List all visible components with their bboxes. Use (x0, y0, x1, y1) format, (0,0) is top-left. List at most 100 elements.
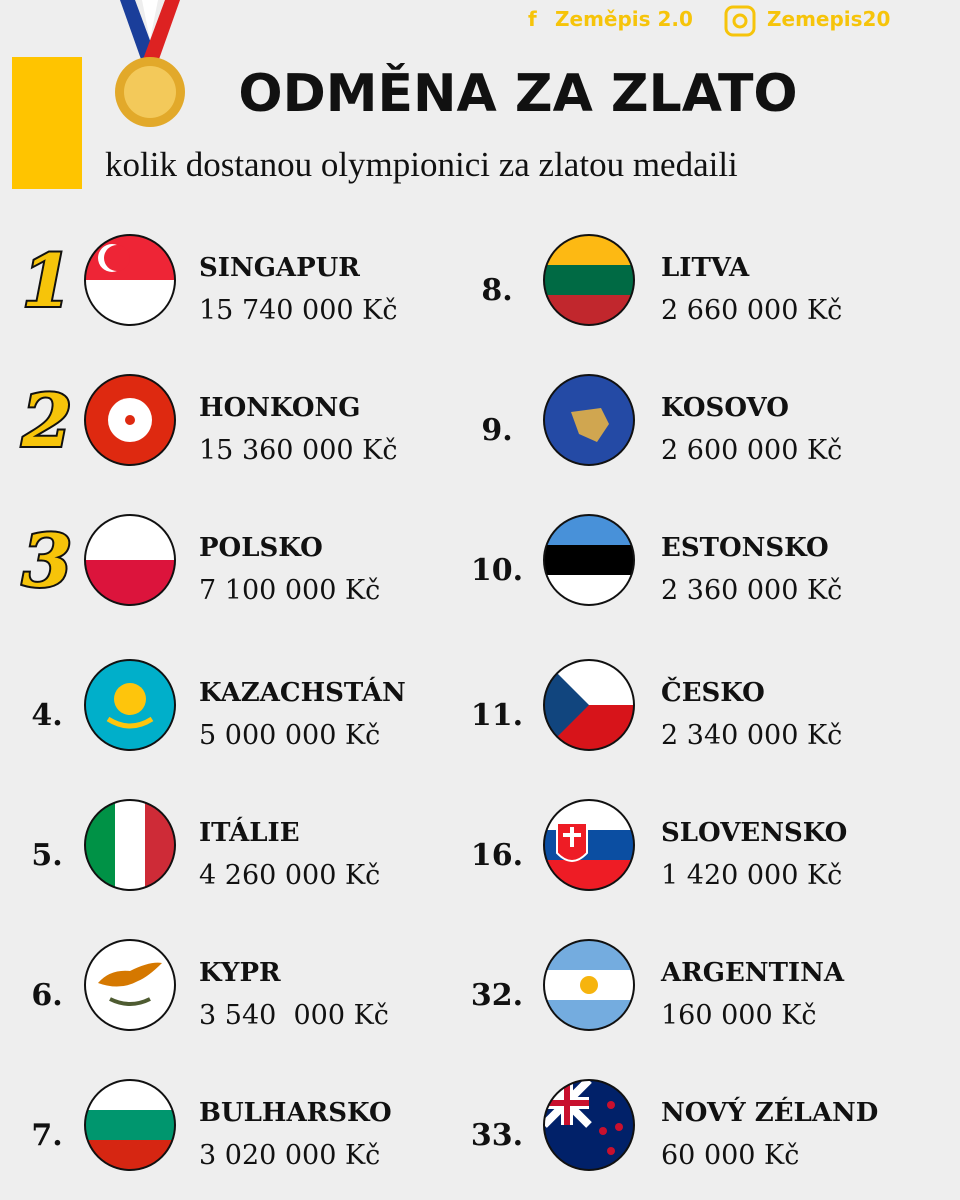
rank: 32. (471, 978, 523, 1013)
flag (544, 375, 634, 465)
rank: 4. (31, 698, 62, 733)
flag (544, 1080, 634, 1170)
facebook-icon: f (528, 7, 537, 31)
country-name: LITVA (661, 253, 750, 283)
flag-part (544, 660, 589, 750)
country-name: SLOVENSKO (661, 818, 847, 848)
reward-amount: 3 540 000 Kč (199, 1000, 389, 1031)
country-name: KOSOVO (661, 393, 789, 423)
country-name: BULHARSKO (199, 1098, 392, 1128)
reward-amount: 4 260 000 Kč (199, 860, 380, 891)
flag-border (543, 939, 635, 1031)
flag-border (543, 799, 635, 891)
entry: 6. KYPR 3 540 000 Kč (31, 939, 389, 1031)
country-name: SINGAPUR (199, 253, 360, 283)
flag-part (109, 997, 151, 1006)
reward-amount: 60 000 Kč (661, 1140, 799, 1171)
reward-amount: 2 360 000 Kč (661, 575, 842, 606)
rank: 33. (471, 1118, 523, 1153)
flag-part (571, 408, 609, 442)
flag-border (84, 659, 176, 751)
reward-amount: 2 660 000 Kč (661, 295, 842, 326)
country-name: NOVÝ ZÉLAND (661, 1096, 878, 1128)
instagram-icon (724, 5, 756, 37)
entry: 4. KAZACHSTÁN 5 000 000 Kč (31, 659, 406, 751)
country-name: POLSKO (199, 533, 323, 563)
flag-part (544, 1080, 589, 1125)
flag (85, 660, 175, 750)
flag-border (543, 1079, 635, 1171)
country-name: ARGENTINA (660, 958, 845, 988)
rank-badge: 1 (22, 238, 72, 323)
flag-border (84, 514, 176, 606)
country-name: ČESKO (661, 676, 765, 708)
flag-border (84, 1079, 176, 1171)
country-name: KAZACHSTÁN (199, 676, 406, 708)
rank: 11. (471, 698, 523, 733)
flag-part (607, 1101, 615, 1109)
entry: 11. ČESKO 2 340 000 Kč (471, 659, 842, 751)
flag-part (114, 683, 146, 715)
flag-border (84, 374, 176, 466)
reward-amount: 7 100 000 Kč (199, 575, 380, 606)
entry: 9. KOSOVO 2 600 000 Kč (481, 374, 842, 466)
rank: 8. (481, 273, 512, 308)
flag-part (615, 1123, 623, 1131)
flag-border (543, 514, 635, 606)
entry: 7. BULHARSKO 3 020 000 Kč (31, 1079, 392, 1171)
rank: 10. (471, 553, 523, 588)
instagram-icon (732, 13, 748, 29)
accent-bar (12, 57, 82, 189)
flag-border (543, 659, 635, 751)
flag-part (85, 1110, 175, 1140)
flag-part (104, 245, 130, 271)
flag-part (544, 545, 634, 575)
flag-part (85, 940, 175, 1030)
flag-part (544, 265, 634, 295)
rank-badge: 2 (21, 378, 72, 463)
flag-border (84, 939, 176, 1031)
rank: 7. (31, 1118, 62, 1153)
medal-icon (115, 0, 185, 127)
flag-part (115, 800, 145, 890)
flag-part (125, 415, 135, 425)
flag-border (543, 374, 635, 466)
rank: 5. (31, 838, 62, 873)
flag-border (84, 234, 176, 326)
country-name: ESTONSKO (661, 533, 829, 563)
instagram-handle: Zemepis20 (767, 7, 890, 31)
reward-amount: 3 020 000 Kč (199, 1140, 380, 1171)
reward-amount: 1 420 000 Kč (661, 860, 842, 891)
flag-part (599, 1127, 607, 1135)
reward-amount: 15 360 000 Kč (199, 435, 397, 466)
rank: 16. (471, 838, 523, 873)
country-name: ITÁLIE (199, 816, 300, 848)
flag-part (98, 962, 162, 987)
rank: 6. (31, 978, 62, 1013)
rank-badge: 3 (22, 518, 72, 603)
flag-part (563, 827, 581, 847)
reward-amount: 2 340 000 Kč (661, 720, 842, 751)
country-name: KYPR (199, 958, 281, 988)
country-name: HONKONG (199, 393, 361, 423)
entry: 2 HONKONG 15 360 000 Kč (19, 374, 397, 466)
flag-part (607, 1147, 615, 1155)
reward-amount: 160 000 Kč (661, 1000, 817, 1031)
entry: 33. NOVÝ ZÉLAND 60 000 Kč (471, 1079, 878, 1171)
facebook-handle: Zeměpis 2.0 (555, 7, 693, 31)
reward-amount: 15 740 000 Kč (199, 295, 397, 326)
title: ODMĚNA ZA ZLATO (238, 63, 797, 124)
flag (544, 235, 634, 325)
flag-part (106, 716, 154, 729)
reward-amount: 2 600 000 Kč (661, 435, 842, 466)
flag (85, 375, 175, 465)
rank: 9. (481, 413, 512, 448)
flag-border (84, 799, 176, 891)
reward-amount: 5 000 000 Kč (199, 720, 380, 751)
subtitle: kolik dostanou olympionici za zlatou med… (105, 145, 738, 184)
flag-border (543, 234, 635, 326)
flag (85, 940, 175, 1030)
entry: 8. LITVA 2 660 000 Kč (481, 234, 842, 326)
flag-part (580, 976, 598, 994)
